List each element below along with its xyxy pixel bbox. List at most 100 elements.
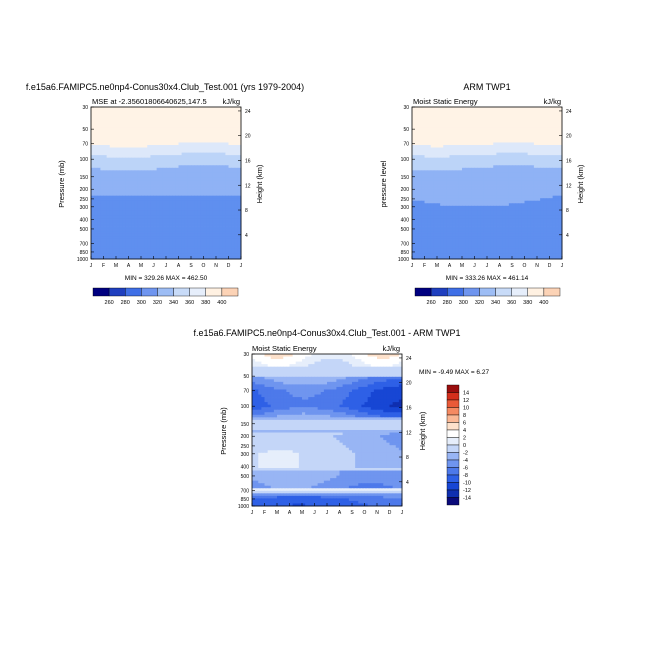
panel1-contour-cell: [216, 152, 220, 156]
panel2-contour-cell: [540, 185, 544, 189]
panel1-contour-cell: [187, 251, 192, 255]
panel1-contour-cell: [131, 152, 136, 156]
panel1-contour-cell: [156, 134, 161, 138]
panel1-contour-cell: [116, 223, 120, 227]
panel2-contour-cell: [437, 150, 441, 153]
panel1-contour-cell: [166, 190, 170, 194]
panel1-contour-cell: [206, 218, 211, 222]
panel1-contour-cell: [172, 200, 176, 204]
panel2-contour-cell: [496, 165, 500, 169]
panel2-contour-cell: [458, 165, 463, 169]
panel1-contour-cell: [153, 165, 158, 169]
panel1-contour-cell: [206, 208, 211, 212]
panel1-contour-cell: [194, 137, 198, 141]
panel1-contour-cell: [131, 200, 136, 204]
panel2-contour-cell: [458, 183, 463, 186]
panel2-contour-cell: [499, 183, 504, 186]
panel1-contour-cell: [106, 253, 111, 257]
panel1-contour-cell: [181, 117, 186, 121]
panel2-contour-cell: [468, 160, 472, 164]
panel1-contour-cell: [128, 137, 133, 141]
panel1-contour-cell: [206, 180, 211, 184]
panel2-contour-cell: [458, 134, 463, 138]
panel2-contour-cell: [449, 170, 454, 174]
panel1-contour-cell: [144, 112, 148, 115]
panel2-contour-cell: [521, 152, 525, 156]
panel2-contour-cell: [430, 183, 435, 186]
panel1-contour-cell: [122, 152, 126, 156]
panel2-contour-cell: [424, 190, 429, 194]
panel2-contour-cell: [537, 142, 541, 146]
panel1-contour-cell: [178, 205, 183, 209]
panel1-contour-cell: [131, 213, 136, 217]
panel1-contour-cell: [125, 139, 129, 143]
panel1-contour-cell: [203, 119, 208, 123]
panel2-contour-cell: [480, 155, 485, 159]
panel1-contour-cell: [166, 157, 170, 161]
panel1-contour-cell: [222, 231, 226, 235]
panel2-contour-cell: [455, 152, 460, 156]
panel2-contour-cell: [527, 114, 532, 118]
panel1-contour-cell: [116, 215, 120, 219]
panel1-contour-cell: [184, 203, 189, 207]
panel1-contour-cell: [122, 190, 126, 194]
panel1-contour-cell: [109, 112, 114, 115]
panel2-contour-cell: [537, 107, 541, 110]
panel1-contour-cell: [228, 253, 233, 257]
panel2-contour-cell: [499, 134, 504, 138]
panel2-contour-cell: [427, 203, 432, 207]
panel1-contour-cell: [166, 195, 170, 199]
panel1-contour-cell: [153, 175, 158, 179]
panel2-contour-cell: [443, 127, 447, 131]
panel1-contour-cell: [116, 248, 120, 252]
panel2-contour-cell: [508, 165, 513, 169]
panel1-contour-cell: [228, 208, 233, 212]
panel2-contour-cell: [477, 114, 482, 118]
panel1-contour-cell: [144, 160, 148, 164]
panel1-contour-cell: [187, 228, 192, 232]
panel1-contour-cell: [106, 175, 111, 179]
panel1-contour-cell: [187, 150, 192, 153]
panel1-contour-cell: [234, 119, 239, 123]
panel1-title: f.e15a6.FAMIPC5.ne0np4-Conus30x4.Club_Te…: [26, 82, 304, 92]
panel1-contour-cell: [112, 175, 117, 179]
panel2-contour-cell: [421, 213, 425, 217]
panel2-contour-cell: [527, 205, 532, 209]
panel1-contour-cell: [109, 172, 114, 176]
panel1-contour-cell: [237, 127, 242, 131]
panel1-contour-cell: [209, 127, 214, 131]
panel2-contour-cell: [546, 127, 550, 131]
panel1-contour-cell: [237, 213, 242, 217]
panel1-contour-cell: [162, 226, 167, 229]
panel2-contour-cell: [480, 122, 485, 126]
panel2-contour-cell: [496, 114, 500, 118]
panel1-contour-cell: [109, 177, 114, 181]
panel1-contour-cell: [184, 188, 189, 191]
panel2-contour-cell: [437, 162, 441, 166]
panel1-contour-cell: [191, 172, 195, 176]
panel1-contour-cell: [141, 180, 145, 184]
panel2-contour-cell: [415, 190, 419, 194]
panel2-contour-cell: [421, 127, 425, 131]
panel1-contour-cell: [169, 203, 173, 207]
panel2-contour-cell: [490, 127, 494, 131]
panel1-contour-cell: [184, 218, 189, 222]
panel2-contour-cell: [499, 155, 504, 159]
panel1-contour-cell: [169, 160, 173, 164]
panel2-contour-cell: [533, 139, 538, 143]
panel2-contour-cell: [515, 109, 519, 113]
panel1-contour-cell: [150, 137, 154, 141]
panel2-contour-cell: [449, 180, 454, 184]
panel2-contour-cell: [446, 208, 450, 212]
panel1-contour-cell: [184, 142, 189, 146]
panel2-contour-cell: [449, 142, 454, 146]
panel1-contour-cell: [200, 122, 204, 126]
panel1-contour-cell: [147, 198, 151, 202]
panel1-contour-cell: [162, 114, 167, 118]
panel2-contour-cell: [415, 185, 419, 189]
panel2-contour-cell: [462, 180, 466, 184]
panel1-contour-cell: [225, 213, 229, 217]
panel1-contour-cell: [175, 172, 179, 176]
panel1-contour-cell: [119, 248, 123, 252]
panel2-contour-cell: [427, 122, 432, 126]
